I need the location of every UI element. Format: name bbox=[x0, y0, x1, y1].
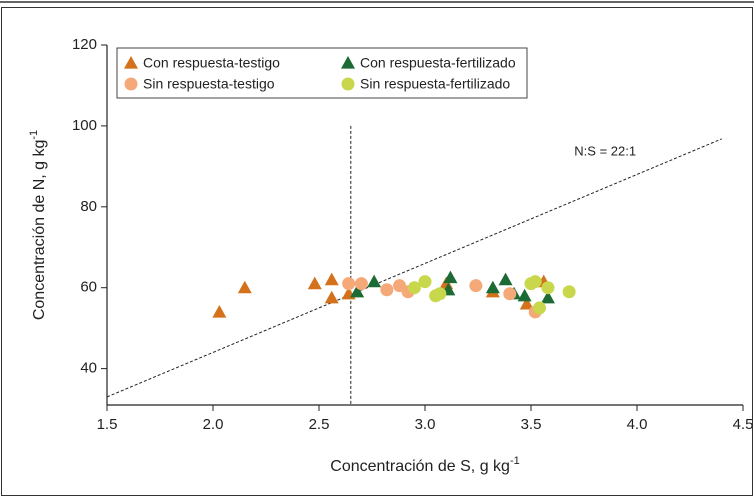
legend-swatch bbox=[341, 77, 355, 91]
legend-label: Con respuesta-testigo bbox=[143, 55, 280, 71]
point bbox=[485, 280, 500, 294]
x-tick-label: 4.5 bbox=[733, 416, 754, 433]
point bbox=[433, 287, 447, 301]
legend-label: Con respuesta-fertilizado bbox=[360, 55, 516, 71]
point bbox=[517, 288, 532, 302]
y-tick-label: 100 bbox=[72, 117, 97, 134]
x-axis-label-text: Concentración de S, g kg bbox=[330, 458, 510, 475]
point bbox=[498, 272, 513, 286]
point bbox=[528, 275, 542, 289]
legend-swatch bbox=[124, 56, 138, 69]
point bbox=[380, 283, 394, 297]
legend-box bbox=[116, 47, 528, 99]
point bbox=[342, 277, 356, 291]
point bbox=[324, 290, 339, 304]
y-tick-label: 60 bbox=[80, 279, 97, 296]
point bbox=[367, 274, 382, 288]
point bbox=[443, 270, 458, 284]
point bbox=[237, 280, 252, 294]
legend-swatch bbox=[341, 56, 355, 69]
x-axis-label-sup: -1 bbox=[510, 455, 520, 467]
point bbox=[469, 279, 483, 293]
point bbox=[212, 304, 227, 318]
point bbox=[324, 272, 339, 286]
x-tick-label: 2.0 bbox=[203, 416, 224, 433]
x-tick-label: 4.0 bbox=[627, 416, 648, 433]
legend-label: Sin respuesta-testigo bbox=[143, 76, 275, 92]
x-tick-label: 3.0 bbox=[415, 416, 436, 433]
annotation: N:S = 22:1 bbox=[574, 144, 636, 159]
point bbox=[519, 296, 534, 310]
y-tick-label: 120 bbox=[72, 36, 97, 53]
point bbox=[307, 276, 322, 290]
ratio-line bbox=[106, 138, 722, 398]
legend-swatch bbox=[124, 77, 138, 91]
point bbox=[418, 275, 432, 289]
point bbox=[540, 290, 555, 304]
legend-label: Sin respuesta-fertilizado bbox=[360, 76, 510, 92]
x-tick-label: 3.5 bbox=[521, 416, 542, 433]
point bbox=[541, 281, 555, 295]
y-tick-label: 80 bbox=[80, 198, 97, 215]
y-axis-label-sup: -1 bbox=[28, 130, 40, 140]
point bbox=[503, 287, 517, 301]
x-tick-label: 2.5 bbox=[309, 416, 330, 433]
x-tick-label: 1.5 bbox=[97, 416, 118, 433]
point bbox=[407, 281, 421, 295]
point bbox=[532, 301, 546, 315]
frame bbox=[1, 7, 753, 496]
y-tick-label: 40 bbox=[80, 360, 97, 377]
point bbox=[350, 284, 365, 298]
point bbox=[562, 285, 576, 299]
y-axis-label: Concentración de N, g kg-1 bbox=[28, 130, 48, 320]
x-axis-label: Concentración de S, g kg-1 bbox=[330, 455, 519, 475]
point bbox=[354, 277, 368, 291]
y-axis-label-text: Concentración de N, g kg bbox=[31, 140, 48, 321]
